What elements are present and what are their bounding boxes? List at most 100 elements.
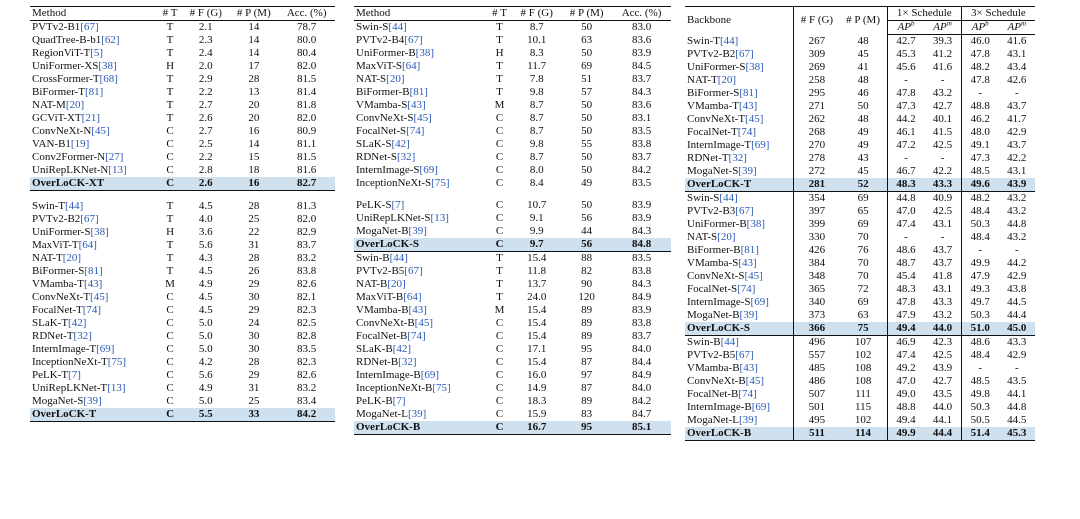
citation-link[interactable]: [39] [738, 414, 758, 426]
citation-link[interactable]: [44] [388, 21, 407, 33]
citation-link[interactable]: [45] [744, 270, 763, 282]
citation-link[interactable]: [39] [739, 309, 758, 321]
citation-link[interactable]: [20] [62, 252, 82, 264]
citation-link[interactable]: [32] [396, 151, 416, 163]
citation-link[interactable]: [64] [78, 239, 97, 251]
citation-link[interactable]: [13] [430, 212, 449, 224]
citation-link[interactable]: [21] [81, 112, 100, 124]
citation-link[interactable]: [74] [737, 283, 756, 295]
citation-link[interactable]: [20] [387, 278, 406, 290]
citation-link[interactable]: [38] [98, 60, 117, 72]
citation-link[interactable]: [39] [738, 165, 757, 177]
citation-link[interactable]: [81] [740, 244, 759, 256]
citation-link[interactable]: [7] [392, 395, 406, 407]
citation-link[interactable]: [13] [108, 164, 127, 176]
table-row: BiFormer-B[81] T 9.8 57 84.3 [354, 86, 671, 99]
citation-link[interactable]: [67] [735, 205, 754, 217]
citation-link[interactable]: [20] [386, 73, 405, 85]
citation-link[interactable]: [68] [99, 73, 118, 85]
citation-link[interactable]: [74] [737, 126, 757, 138]
citation-link[interactable]: [44] [389, 252, 408, 264]
citation-link[interactable]: [67] [404, 34, 423, 46]
citation-link[interactable]: [38] [746, 218, 765, 230]
citation-link[interactable]: [81] [84, 265, 103, 277]
citation-link[interactable]: [32] [73, 330, 92, 342]
citation-link[interactable]: [45] [745, 375, 764, 387]
citation-link[interactable]: [43] [739, 362, 758, 374]
citation-link[interactable]: [20] [65, 99, 85, 111]
citation-link[interactable]: [7] [391, 199, 405, 211]
citation-link[interactable]: [64] [402, 60, 421, 72]
table-row: PVTv2-B1[67] T 2.1 14 78.7 [30, 21, 335, 35]
value-cell: 41.8 [924, 270, 962, 283]
citation-link[interactable]: [19] [70, 138, 90, 150]
citation-link[interactable]: [74] [82, 304, 102, 316]
citation-link[interactable]: [43] [738, 100, 758, 112]
citation-link[interactable]: [42] [68, 317, 87, 329]
citation-link[interactable]: [67] [735, 349, 754, 361]
citation-link[interactable]: [74] [406, 125, 425, 137]
table-row: InceptionNeXt-B[75] C 14.9 87 84.0 [354, 382, 671, 395]
citation-link[interactable]: [39] [408, 225, 427, 237]
backbone-name: MogaNet-L [687, 414, 739, 426]
citation-link[interactable]: [45] [413, 112, 432, 124]
citation-link[interactable]: [45] [91, 125, 110, 137]
citation-link[interactable]: [38] [415, 47, 434, 59]
citation-link[interactable]: [69] [751, 139, 770, 151]
method-cell: OverLoCK-XT [30, 177, 158, 191]
citation-link[interactable]: [38] [745, 61, 764, 73]
citation-link[interactable]: [69] [420, 369, 440, 381]
citation-link[interactable]: [44] [720, 336, 739, 348]
citation-link[interactable]: [64] [403, 291, 422, 303]
citation-link[interactable]: [44] [720, 34, 739, 47]
citation-link[interactable]: [69] [751, 401, 771, 413]
citation-link[interactable]: [45] [90, 291, 109, 303]
value-cell: 84.0 [631, 343, 652, 355]
citation-link[interactable]: [67] [80, 213, 99, 225]
citation-link[interactable]: [69] [96, 343, 115, 355]
citation-link[interactable]: [43] [83, 278, 103, 290]
citation-link[interactable]: [39] [407, 408, 427, 420]
citation-link[interactable]: [45] [414, 317, 433, 329]
value-cell: 108 [839, 362, 888, 375]
citation-link[interactable]: [81] [409, 86, 428, 98]
citation-link[interactable]: [20] [717, 74, 737, 86]
citation-link[interactable]: [7] [68, 369, 81, 381]
citation-link[interactable]: [44] [719, 192, 738, 204]
backbone-name: InternImage-T [687, 139, 752, 151]
citation-link[interactable]: [13] [107, 382, 126, 394]
citation-link[interactable]: [38] [90, 226, 109, 238]
citation-link[interactable]: [27] [105, 151, 124, 163]
citation-link[interactable]: [32] [398, 356, 417, 368]
citation-link[interactable]: [20] [717, 231, 736, 243]
value-cell: 2.9 [198, 73, 213, 85]
citation-link[interactable]: [62] [101, 34, 120, 46]
citation-link[interactable]: [67] [80, 21, 99, 33]
citation-link[interactable]: [43] [407, 99, 426, 111]
citation-link[interactable]: [75] [431, 177, 450, 189]
citation-link[interactable]: [75] [107, 356, 127, 368]
citation-link[interactable]: [81] [84, 86, 104, 98]
value-cell: 82.3 [297, 304, 317, 316]
backbone-name: InternImage-S [687, 296, 751, 308]
citation-link[interactable]: [42] [392, 343, 411, 355]
citation-link[interactable]: [5] [90, 47, 104, 59]
citation-link[interactable]: [39] [83, 395, 102, 407]
citation-link[interactable]: [67] [404, 265, 423, 277]
citation-link[interactable]: [74] [407, 330, 426, 342]
citation-link[interactable]: [75] [432, 382, 451, 394]
citation-link[interactable]: [44] [65, 200, 84, 212]
citation-link[interactable]: [42] [391, 138, 410, 150]
citation-link[interactable]: [32] [728, 152, 747, 164]
citation-link[interactable]: [69] [750, 296, 769, 308]
value-cell: C [166, 356, 174, 368]
citation-link[interactable]: [74] [738, 388, 757, 400]
table-row: ConvNeXt-S[45] C 8.7 50 83.1 [354, 112, 671, 125]
citation-link[interactable]: [43] [738, 257, 757, 269]
citation-link[interactable]: [81] [739, 87, 758, 99]
citation-link[interactable]: [43] [408, 304, 427, 316]
citation-link[interactable]: [67] [735, 48, 754, 60]
citation-link[interactable]: [69] [419, 164, 438, 176]
citation-link[interactable]: [45] [745, 113, 764, 125]
column-header: # F (G) [182, 6, 230, 21]
